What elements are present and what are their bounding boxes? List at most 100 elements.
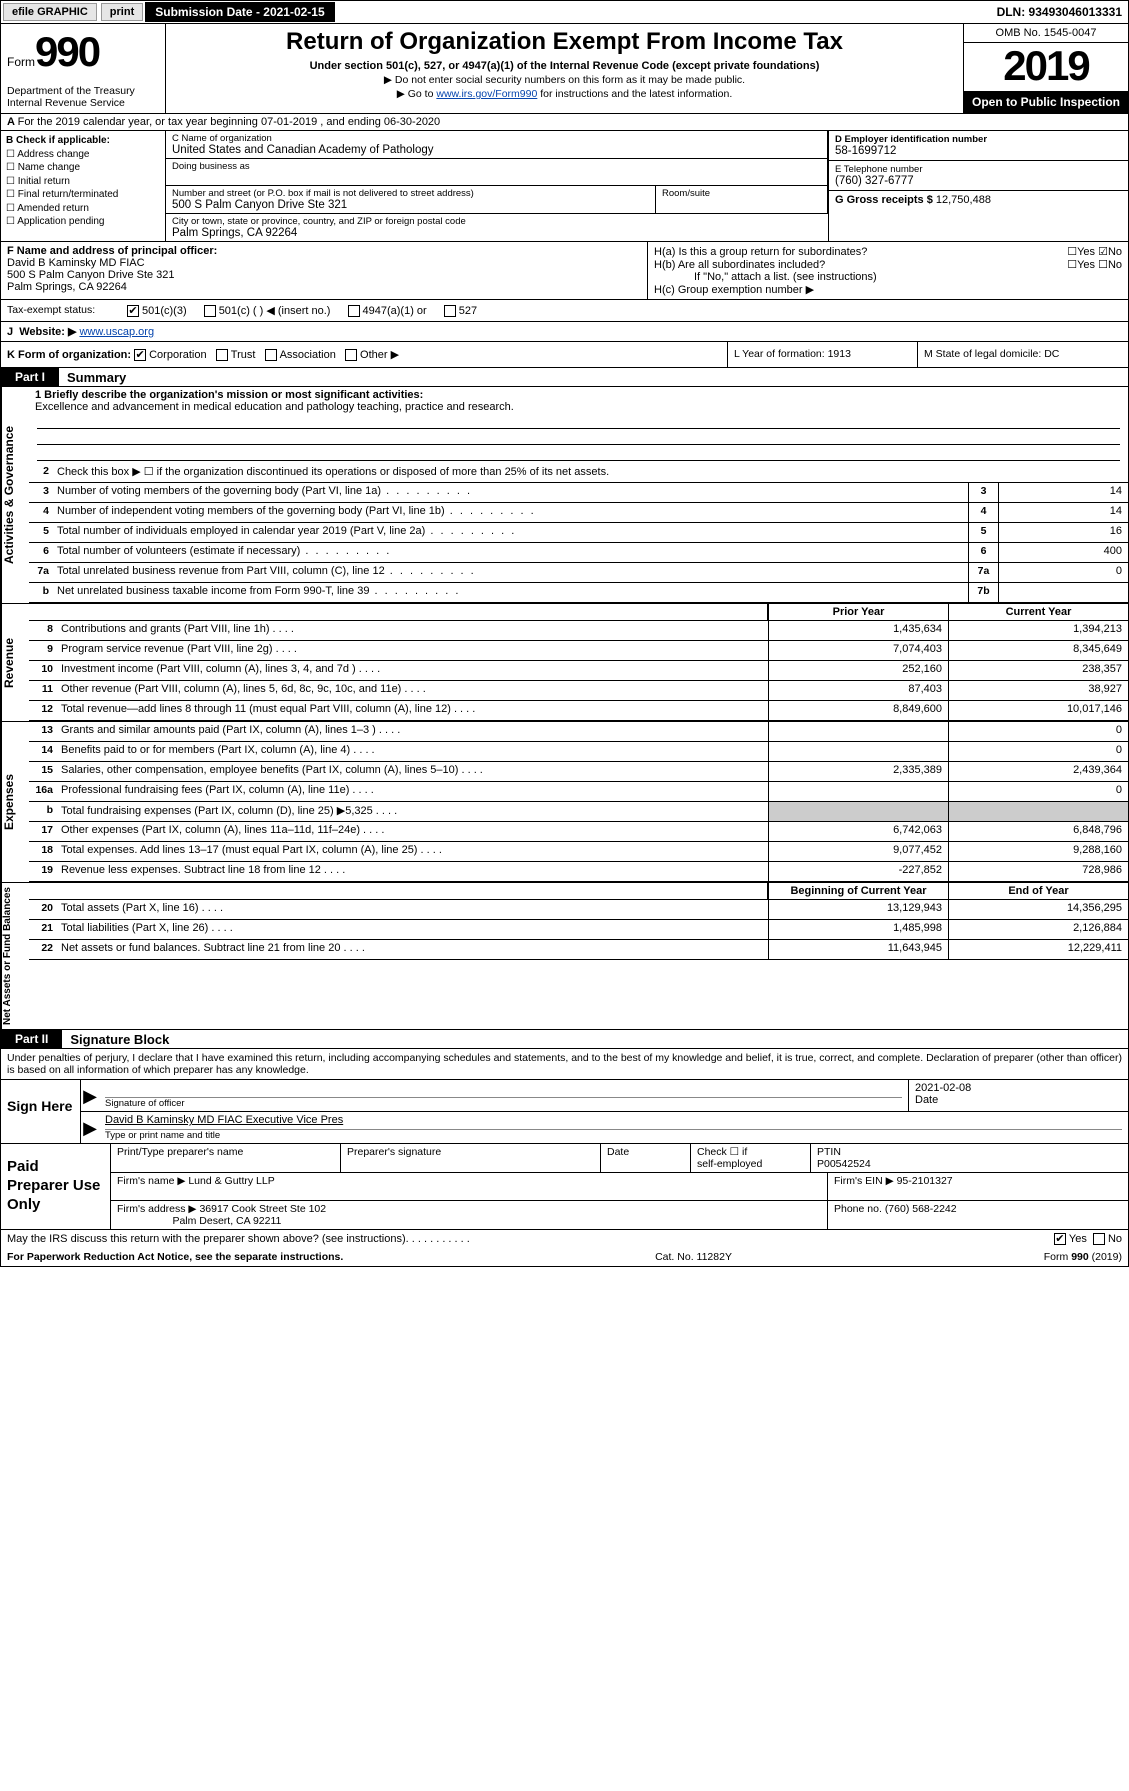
line-10-desc: Investment income (Part VIII, column (A)… (57, 661, 768, 680)
line-22-desc: Net assets or fund balances. Subtract li… (57, 940, 768, 959)
chk-other[interactable] (345, 349, 357, 361)
efile-btn[interactable]: efile GRAPHIC (3, 3, 97, 21)
typed-name-label: Type or print name and title (105, 1130, 1122, 1141)
hb-yesno[interactable]: ☐Yes ☐No (1067, 258, 1122, 271)
line-8-current: 1,394,213 (948, 621, 1128, 640)
subtitle-3: Go to www.irs.gov/Form990 for instructio… (174, 88, 955, 100)
line-15-current: 2,439,364 (948, 762, 1128, 781)
city-state-zip: Palm Springs, CA 92264 (172, 227, 822, 239)
line-4-desc: Number of independent voting members of … (53, 503, 968, 522)
officer-label: F Name and address of principal officer: (7, 245, 217, 257)
chk-address[interactable]: Address change (6, 148, 160, 162)
line-b-prior (768, 802, 948, 821)
tax-status-label: Tax-exempt status: (1, 300, 121, 321)
prep-name-hdr: Print/Type preparer's name (111, 1144, 341, 1172)
website-link[interactable]: www.uscap.org (79, 326, 154, 338)
hdr-prior: Prior Year (768, 604, 948, 620)
line-12-prior: 8,849,600 (768, 701, 948, 720)
officer-addr2: Palm Springs, CA 92264 (7, 281, 127, 293)
section-governance: Activities & Governance 1 Briefly descri… (1, 387, 1128, 604)
hb-label: H(b) Are all subordinates included? (654, 259, 825, 271)
line-13-prior (768, 722, 948, 741)
ha-yesno[interactable]: ☐Yes ☑No (1067, 245, 1122, 258)
line-11-desc: Other revenue (Part VIII, column (A), li… (57, 681, 768, 700)
ha-label: H(a) Is this a group return for subordin… (654, 246, 867, 258)
line-20-current: 14,356,295 (948, 900, 1128, 919)
officer-typed-name: David B Kaminsky MD FIAC Executive Vice … (105, 1114, 1122, 1130)
footer: For Paperwork Reduction Act Notice, see … (1, 1248, 1128, 1266)
ein-value: 58-1699712 (835, 145, 1122, 157)
arrow-icon: ▶ (81, 1112, 99, 1143)
line-b-val (998, 583, 1128, 602)
mission-text: Excellence and advancement in medical ed… (35, 401, 514, 413)
line-14-desc: Benefits paid to or for members (Part IX… (57, 742, 768, 761)
chk-amended[interactable]: Amended return (6, 202, 160, 216)
officer-name: David B Kaminsky MD FIAC (7, 257, 145, 269)
form-container: efile GRAPHIC print Submission Date - 20… (0, 0, 1129, 1267)
line-7a-val: 0 (998, 563, 1128, 582)
line-3-box: 3 (968, 483, 998, 502)
chk-final[interactable]: Final return/terminated (6, 188, 160, 202)
line-18-desc: Total expenses. Add lines 13–17 (must eq… (57, 842, 768, 861)
prep-selfemp[interactable]: Check ☐ ifself-employed (691, 1144, 811, 1172)
phone-label: E Telephone number (835, 164, 1122, 175)
form-number: Form990 (7, 28, 159, 76)
subtitle-2: Do not enter social security numbers on … (174, 74, 955, 86)
box-b: B Check if applicable: Address change Na… (1, 131, 166, 241)
firm-phone: (760) 568-2242 (885, 1203, 957, 1215)
line-13-current: 0 (948, 722, 1128, 741)
line-19-desc: Revenue less expenses. Subtract line 18 … (57, 862, 768, 881)
chk-4947[interactable]: 4947(a)(1) or (348, 305, 427, 317)
chk-trust[interactable] (216, 349, 228, 361)
vlabel-netassets: Net Assets or Fund Balances (1, 883, 29, 1029)
print-btn[interactable]: print (101, 3, 143, 21)
perjury-text: Under penalties of perjury, I declare th… (1, 1049, 1128, 1080)
line-19-prior: -227,852 (768, 862, 948, 881)
dept-treasury: Department of the Treasury Internal Reve… (7, 85, 159, 109)
firm-name: Lund & Guttry LLP (188, 1175, 274, 1187)
discuss-yesno[interactable]: Yes No (1054, 1233, 1122, 1245)
line-11-prior: 87,403 (768, 681, 948, 700)
prep-date-hdr: Date (601, 1144, 691, 1172)
chk-501c3[interactable]: 501(c)(3) (127, 305, 187, 317)
tax-status-row: Tax-exempt status: 501(c)(3) 501(c) ( ) … (1, 300, 1128, 322)
chk-initial[interactable]: Initial return (6, 175, 160, 189)
public-inspection: Open to Public Inspection (964, 91, 1128, 113)
chk-corp[interactable] (134, 349, 146, 361)
chk-assoc[interactable] (265, 349, 277, 361)
section-expenses: Expenses 13 Grants and similar amounts p… (1, 722, 1128, 883)
topbar: efile GRAPHIC print Submission Date - 20… (1, 1, 1128, 24)
dln: DLN: 93493046013331 (997, 5, 1128, 19)
row-fh: F Name and address of principal officer:… (1, 242, 1128, 300)
sig-date: 2021-02-08 (915, 1082, 1122, 1094)
tax-year: 2019 (964, 43, 1128, 91)
chk-name[interactable]: Name change (6, 161, 160, 175)
line-4-val: 14 (998, 503, 1128, 522)
sig-officer-label: Signature of officer (105, 1098, 902, 1109)
irs-link[interactable]: www.irs.gov/Form990 (436, 88, 537, 100)
vlabel-expenses: Expenses (1, 722, 29, 882)
chk-527[interactable]: 527 (444, 305, 477, 317)
line-5-desc: Total number of individuals employed in … (53, 523, 968, 542)
firm-addr2: Palm Desert, CA 92211 (172, 1215, 281, 1227)
chk-501c[interactable]: 501(c) ( ) ◀ (insert no.) (204, 304, 331, 317)
line-17-desc: Other expenses (Part IX, column (A), lin… (57, 822, 768, 841)
hb-note: If "No," attach a list. (see instruction… (654, 271, 1122, 283)
line-6-val: 400 (998, 543, 1128, 562)
line-5-val: 16 (998, 523, 1128, 542)
vlabel-revenue: Revenue (1, 604, 29, 721)
line-22-current: 12,229,411 (948, 940, 1128, 959)
line-21-desc: Total liabilities (Part X, line 26) . . … (57, 920, 768, 939)
line-5-box: 5 (968, 523, 998, 542)
firm-addr1: 36917 Cook Street Ste 102 (199, 1203, 326, 1215)
line-13-desc: Grants and similar amounts paid (Part IX… (57, 722, 768, 741)
line-3-desc: Number of voting members of the governin… (53, 483, 968, 502)
line2: Check this box ▶ ☐ if the organization d… (53, 463, 1128, 482)
ein-label: D Employer identification number (835, 134, 1122, 145)
line-4-box: 4 (968, 503, 998, 522)
line-12-desc: Total revenue—add lines 8 through 11 (mu… (57, 701, 768, 720)
state-domicile: M State of legal domicile: DC (918, 342, 1128, 367)
line-15-prior: 2,335,389 (768, 762, 948, 781)
chk-pending[interactable]: Application pending (6, 215, 160, 229)
room-label: Room/suite (662, 188, 821, 199)
